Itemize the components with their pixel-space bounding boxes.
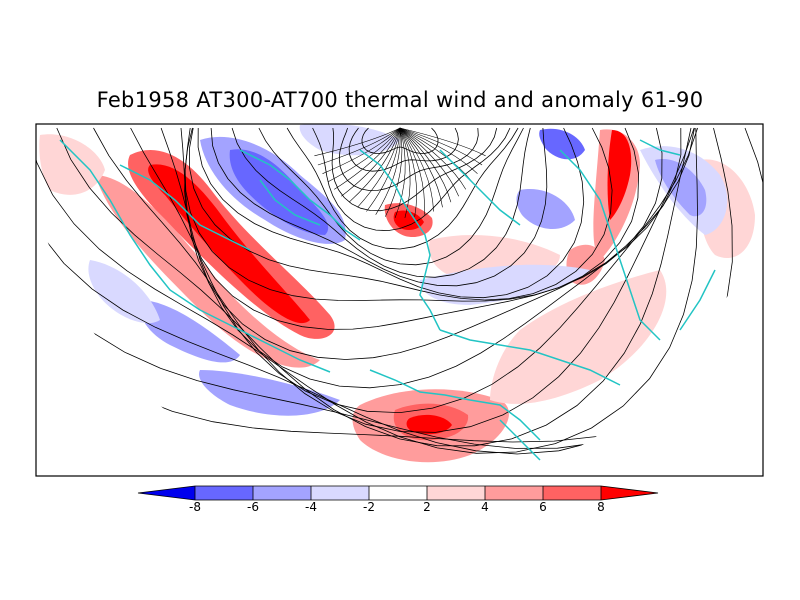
anomaly-region <box>95 175 320 368</box>
anomaly-region <box>299 124 400 156</box>
anomaly-region <box>229 149 329 235</box>
streamline <box>348 127 459 172</box>
colorbar-segment <box>485 486 543 500</box>
streamline <box>180 127 682 360</box>
streamline <box>357 127 401 208</box>
anomaly-region <box>39 134 105 195</box>
coastline <box>499 419 541 461</box>
streamline <box>399 127 478 174</box>
streamline <box>341 127 401 197</box>
coastline <box>59 139 331 373</box>
coastline <box>259 179 321 226</box>
streamline <box>210 127 548 287</box>
map-plot-area <box>36 124 763 463</box>
anomaly-region <box>420 264 590 305</box>
coastline <box>369 369 541 441</box>
streamline <box>286 127 519 250</box>
streamline <box>399 127 473 183</box>
streamline <box>399 127 483 166</box>
streamline <box>184 127 663 330</box>
coastline <box>239 149 361 241</box>
streamline <box>399 127 417 217</box>
streamline <box>231 127 531 278</box>
anomaly-region <box>406 414 452 435</box>
streamline <box>197 127 585 299</box>
coastline <box>639 139 681 156</box>
map-title: Feb1958 AT300-AT700 thermal wind and ano… <box>96 88 704 112</box>
coastline <box>679 269 716 331</box>
colorbar-label: 6 <box>539 500 547 514</box>
streamline <box>327 127 401 183</box>
streamline <box>385 127 403 217</box>
streamline <box>399 127 434 212</box>
anomaly-region <box>199 370 340 416</box>
streamline <box>399 127 443 208</box>
streamline <box>189 127 613 301</box>
streamline <box>375 127 401 215</box>
anomaly-region <box>607 130 632 220</box>
streamline <box>399 127 459 197</box>
streamline <box>322 127 401 174</box>
streamline <box>348 127 401 203</box>
streamline <box>314 127 401 157</box>
coastline <box>359 149 441 331</box>
streamline <box>317 127 401 166</box>
streamline <box>338 127 479 191</box>
streamline <box>334 127 401 190</box>
anomaly-region <box>539 128 585 160</box>
streamline <box>331 127 498 212</box>
colorbar-label: -6 <box>247 500 259 514</box>
colorbar-label: -8 <box>189 500 201 514</box>
colorbar-label: 8 <box>597 500 605 514</box>
streamline <box>399 127 425 215</box>
streamline <box>130 127 698 414</box>
streamline <box>399 127 452 203</box>
streamline <box>93 127 695 433</box>
colorbar-segment <box>369 486 427 500</box>
anomaly-colorbar <box>137 485 659 501</box>
colorbar-label: -4 <box>305 500 317 514</box>
colorbar-right-arrow <box>601 486 658 500</box>
streamline <box>160 127 695 389</box>
coastline <box>119 164 251 251</box>
streamline <box>399 127 467 190</box>
anomaly-shading <box>39 124 755 463</box>
anomaly-region <box>655 159 707 217</box>
coastline <box>439 149 521 226</box>
colorbar-label: 2 <box>423 500 431 514</box>
anomaly-region <box>490 270 667 404</box>
streamline <box>36 127 698 454</box>
anomaly-region <box>139 300 240 363</box>
streamline <box>366 127 401 212</box>
colorbar-segment <box>427 486 485 500</box>
streamline <box>258 127 524 266</box>
colorbar-left-arrow <box>138 486 195 500</box>
colorbar-label: 4 <box>481 500 489 514</box>
colorbar-label: -2 <box>363 500 375 514</box>
colorbar-segment <box>253 486 311 500</box>
anomaly-region <box>88 260 160 324</box>
streamline <box>394 127 406 219</box>
coastlines <box>59 139 716 461</box>
map-frame <box>35 123 764 477</box>
colorbar-segment <box>195 486 253 500</box>
colorbar-segment <box>543 486 601 500</box>
streamline <box>184 127 640 302</box>
coastline <box>439 329 621 386</box>
streamline <box>312 127 511 232</box>
coastline <box>559 149 661 341</box>
streamline <box>399 127 486 157</box>
colorbar-segment <box>311 486 369 500</box>
anomaly-region <box>516 189 575 230</box>
anomaly-region <box>393 210 424 230</box>
streamline <box>56 127 692 447</box>
